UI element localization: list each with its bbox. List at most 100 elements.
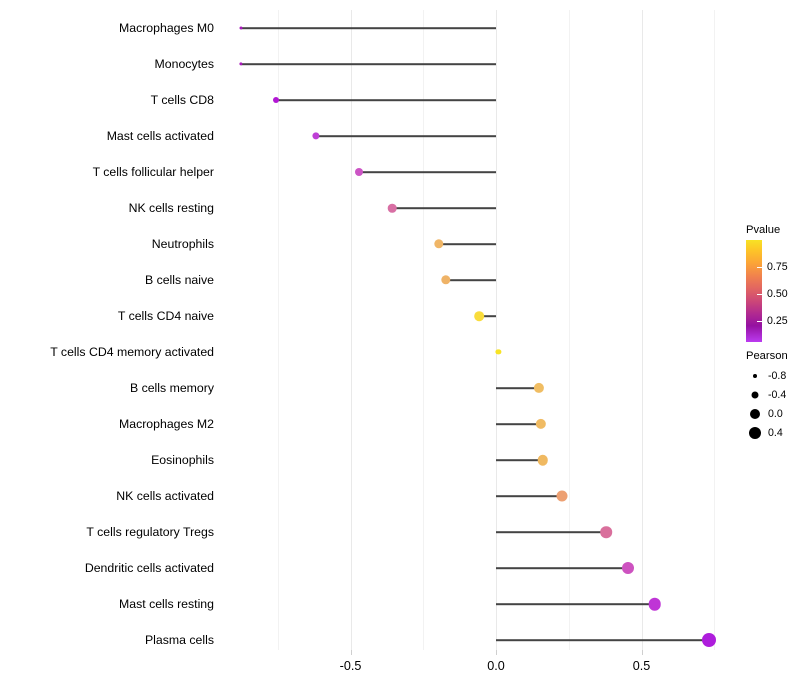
lollipop-stem <box>496 567 629 569</box>
pvalue-colorbar <box>746 240 762 342</box>
pearson-legend-dot <box>751 391 759 398</box>
lollipop-row <box>222 622 740 658</box>
lollipop-stem <box>496 639 709 641</box>
gridline-major <box>350 10 352 650</box>
gridline-minor <box>277 10 279 650</box>
lollipop-point[interactable] <box>556 490 568 502</box>
colorbar-tick-label: 0.50 <box>767 287 788 300</box>
y-axis-tick-label: NK cells activated <box>116 489 214 503</box>
y-axis-tick-label: Monocytes <box>154 57 214 71</box>
lollipop-row <box>222 334 740 370</box>
y-axis-tick-label: NK cells resting <box>128 201 214 215</box>
lollipop-row <box>222 262 740 298</box>
y-axis-tick-label: Mast cells activated <box>106 129 214 143</box>
lollipop-point[interactable] <box>239 62 243 66</box>
plot-panel <box>222 10 740 650</box>
y-axis-tick-label: T cells follicular helper <box>92 165 214 179</box>
lollipop-stem <box>359 171 496 173</box>
legend-pvalue: Pvalue 0.75 0.50 0.25 <box>746 224 800 342</box>
pearson-legend-item: -0.8 <box>746 366 800 385</box>
lollipop-row <box>222 82 740 118</box>
lollipop-row <box>222 514 740 550</box>
pearson-legend-label: -0.4 <box>768 388 787 401</box>
lollipop-stem <box>241 63 496 65</box>
lollipop-point[interactable] <box>441 275 451 285</box>
lollipop-row <box>222 154 740 190</box>
lollipop-point[interactable] <box>600 526 612 538</box>
y-axis-tick-label: Dendritic cells activated <box>84 561 214 575</box>
pearson-legend-item: 0.4 <box>746 423 800 442</box>
lollipop-row <box>222 406 740 442</box>
lollipop-stem <box>392 207 496 209</box>
pearson-legend-dot <box>750 408 760 419</box>
lollipop-stem <box>496 603 655 605</box>
lollipop-row <box>222 478 740 514</box>
lollipop-point[interactable] <box>387 203 397 213</box>
pearson-legend-dot <box>753 373 757 378</box>
x-axis-tick-label: -0.5 <box>339 659 362 673</box>
lollipop-point[interactable] <box>355 168 364 176</box>
lollipop-stem <box>496 387 540 389</box>
x-axis-tick-label: 0.0 <box>487 659 505 673</box>
lollipop-point[interactable] <box>312 132 320 140</box>
colorbar-tick-mark <box>757 320 762 322</box>
colorbar-wrap: 0.75 0.50 0.25 <box>746 240 800 342</box>
lollipop-row <box>222 226 740 262</box>
lollipop-stem <box>496 423 542 425</box>
lollipop-point[interactable] <box>648 597 662 611</box>
gridline-major <box>641 10 643 650</box>
legend-pearson: Pearson -0.8 -0.4 0.0 0.4 <box>746 350 800 442</box>
lollipop-stem <box>496 459 543 461</box>
pearson-legend-label: 0.0 <box>768 407 783 420</box>
y-axis-tick-label: Eosinophils <box>151 453 214 467</box>
lollipop-point[interactable] <box>533 382 545 394</box>
colorbar-tick-label: 0.25 <box>767 314 788 327</box>
lollipop-stem <box>445 279 496 281</box>
lollipop-point[interactable] <box>702 633 716 647</box>
y-axis-tick-label: B cells naive <box>144 273 214 287</box>
lollipop-row <box>222 550 740 586</box>
y-axis-tick-label: Macrophages M0 <box>118 21 214 35</box>
gridline-minor <box>568 10 570 650</box>
x-axis-tick-mark <box>496 650 497 655</box>
lollipop-row <box>222 442 740 478</box>
x-axis: -0.5 0.0 0.5 <box>222 650 740 690</box>
lollipop-row <box>222 10 740 46</box>
pearson-legend-label: -0.8 <box>768 369 787 382</box>
colorbar-tick-label: 0.75 <box>767 260 788 273</box>
y-axis-tick-label: Neutrophils <box>151 237 214 251</box>
lollipop-point[interactable] <box>535 418 547 430</box>
pearson-legend-item: -0.4 <box>746 385 800 404</box>
lollipop-point[interactable] <box>495 349 501 355</box>
lollipop-row <box>222 118 740 154</box>
lollipop-stem <box>496 495 563 497</box>
lollipop-point[interactable] <box>239 26 243 30</box>
gridline-major <box>496 10 497 650</box>
lollipop-row <box>222 46 740 82</box>
lollipop-point[interactable] <box>474 311 484 321</box>
y-axis-tick-label: Plasma cells <box>144 633 214 647</box>
y-axis-tick-label: Macrophages M2 <box>118 417 214 431</box>
y-axis-tick-label: T cells regulatory Tregs <box>86 525 214 539</box>
gridline-minor <box>714 10 716 650</box>
legend-pvalue-title: Pvalue <box>746 224 781 236</box>
lollipop-row <box>222 370 740 406</box>
lollipop-point[interactable] <box>537 454 549 466</box>
x-axis-tick-mark <box>641 650 643 655</box>
pearson-legend-label: 0.4 <box>768 426 783 439</box>
x-axis-tick-mark <box>350 650 352 655</box>
y-axis-labels: Macrophages M0 Monocytes T cells CD8 Mast c… <box>0 10 214 650</box>
lollipop-stem <box>496 531 606 533</box>
pearson-legend-dot <box>749 426 761 439</box>
lollipop-point[interactable] <box>622 562 635 574</box>
lollipop-point[interactable] <box>273 97 279 103</box>
y-axis-tick-label: Mast cells resting <box>119 597 214 611</box>
x-axis-tick-label: 0.5 <box>632 659 651 673</box>
lollipop-point[interactable] <box>434 239 444 249</box>
y-axis-tick-label: T cells CD4 memory activated <box>50 345 214 359</box>
colorbar-tick-mark <box>757 266 762 268</box>
lollipop-stem <box>315 135 496 137</box>
pearson-size-items: -0.8 -0.4 0.0 0.4 <box>746 366 800 442</box>
pearson-legend-item: 0.0 <box>746 404 800 423</box>
